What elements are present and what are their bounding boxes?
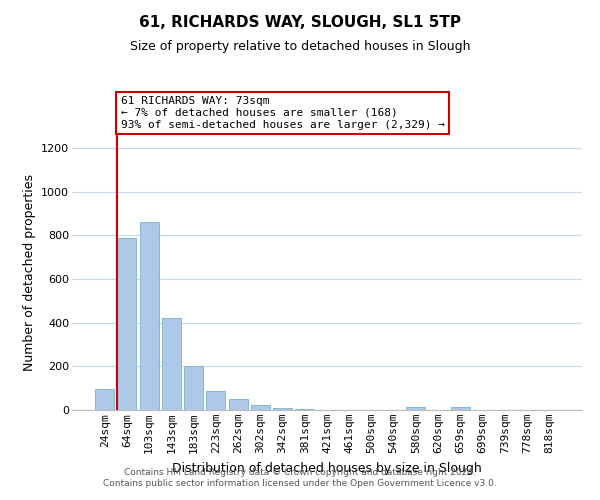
- Bar: [184, 366, 203, 410]
- Bar: [273, 408, 292, 410]
- Bar: [451, 408, 470, 410]
- Text: Size of property relative to detached houses in Slough: Size of property relative to detached ho…: [130, 40, 470, 53]
- Y-axis label: Number of detached properties: Number of detached properties: [23, 174, 35, 371]
- Bar: [206, 391, 225, 410]
- Text: 61, RICHARDS WAY, SLOUGH, SL1 5TP: 61, RICHARDS WAY, SLOUGH, SL1 5TP: [139, 15, 461, 30]
- Bar: [406, 408, 425, 410]
- Bar: [118, 238, 136, 410]
- Bar: [95, 390, 114, 410]
- Bar: [251, 405, 270, 410]
- X-axis label: Distribution of detached houses by size in Slough: Distribution of detached houses by size …: [172, 462, 482, 474]
- Bar: [140, 222, 158, 410]
- Text: 61 RICHARDS WAY: 73sqm
← 7% of detached houses are smaller (168)
93% of semi-det: 61 RICHARDS WAY: 73sqm ← 7% of detached …: [121, 96, 445, 130]
- Text: Contains HM Land Registry data © Crown copyright and database right 2024.
Contai: Contains HM Land Registry data © Crown c…: [103, 468, 497, 487]
- Bar: [229, 398, 248, 410]
- Bar: [162, 318, 181, 410]
